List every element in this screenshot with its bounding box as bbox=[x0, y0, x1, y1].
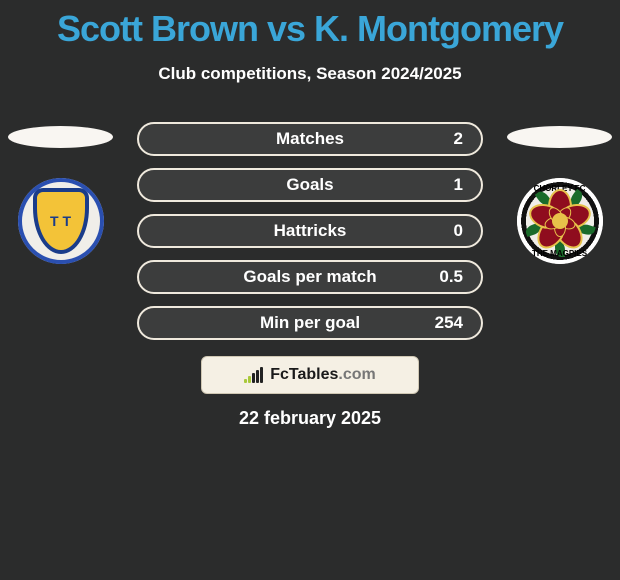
left-column: T T bbox=[8, 126, 113, 264]
stat-row: Min per goal 254 bbox=[137, 306, 483, 340]
logo-text: FcTables.com bbox=[270, 366, 376, 384]
crest-right-bottom-label: THE MAGPIES bbox=[517, 249, 603, 258]
fctables-logo: FcTables.com bbox=[201, 356, 419, 394]
stat-row: Goals 1 bbox=[137, 168, 483, 202]
stat-row: Matches 2 bbox=[137, 122, 483, 156]
stat-label: Goals bbox=[286, 175, 333, 195]
logo-text-suffix: .com bbox=[338, 366, 375, 383]
vs-text: vs bbox=[267, 8, 305, 49]
player2-club-crest: CHORLEY FC THE MAGPIES bbox=[517, 178, 603, 264]
page-title: Scott Brown vs K. Montgomery bbox=[0, 0, 620, 48]
player1-name: Scott Brown bbox=[57, 8, 258, 49]
stat-label: Goals per match bbox=[243, 267, 376, 287]
subtitle: Club competitions, Season 2024/2025 bbox=[0, 64, 620, 84]
player2-name-pill bbox=[507, 126, 612, 148]
player1-name-pill bbox=[8, 126, 113, 148]
stat-value: 0.5 bbox=[439, 267, 463, 287]
bar-chart-icon bbox=[244, 367, 266, 383]
stat-label: Hattricks bbox=[274, 221, 347, 241]
logo-text-main: FcTables bbox=[270, 366, 338, 383]
stat-value: 1 bbox=[454, 175, 463, 195]
right-column: CHORLEY FC THE MAGPIES bbox=[507, 126, 612, 264]
crest-left-shield-text: T T bbox=[50, 213, 71, 229]
stat-value: 2 bbox=[454, 129, 463, 149]
player1-club-crest: T T bbox=[18, 178, 104, 264]
stat-value: 254 bbox=[435, 313, 463, 333]
rose-icon bbox=[528, 189, 592, 253]
stat-label: Matches bbox=[276, 129, 344, 149]
stat-value: 0 bbox=[454, 221, 463, 241]
player2-name: K. Montgomery bbox=[314, 8, 563, 49]
stat-list: Matches 2 Goals 1 Hattricks 0 Goals per match 0… bbox=[137, 122, 483, 340]
comparison-date: 22 february 2025 bbox=[239, 408, 381, 429]
stat-row: Goals per match 0.5 bbox=[137, 260, 483, 294]
stat-row: Hattricks 0 bbox=[137, 214, 483, 248]
stat-label: Min per goal bbox=[260, 313, 360, 333]
